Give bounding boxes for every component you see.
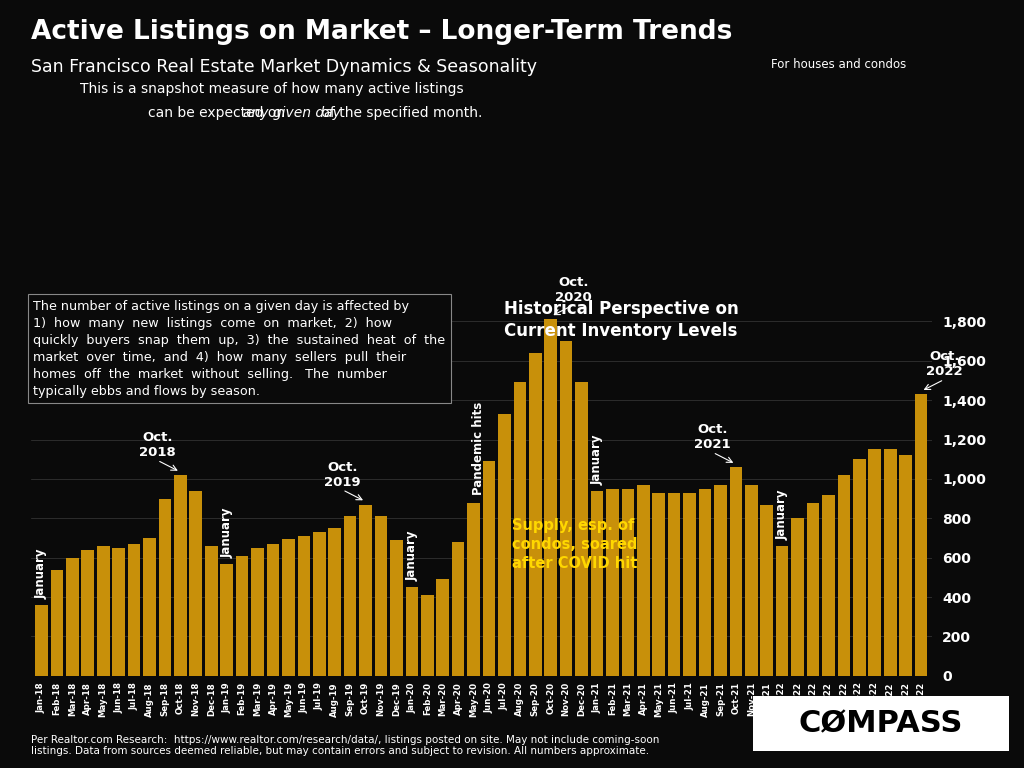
Bar: [82, 550, 94, 676]
Bar: [313, 532, 326, 676]
Text: Supply, esp. of
condos, soared
after COVID hit: Supply, esp. of condos, soared after COV…: [512, 518, 638, 571]
Bar: [205, 546, 217, 676]
Bar: [482, 462, 496, 676]
Bar: [282, 539, 295, 676]
Bar: [637, 485, 649, 676]
Bar: [792, 518, 804, 676]
Bar: [899, 455, 912, 676]
Bar: [50, 570, 63, 676]
Bar: [128, 544, 140, 676]
Bar: [344, 516, 356, 676]
Text: Oct.
2018: Oct. 2018: [139, 431, 176, 459]
Text: Pandemic hits: Pandemic hits: [472, 402, 484, 495]
Bar: [729, 467, 742, 676]
Bar: [329, 528, 341, 676]
Bar: [714, 485, 727, 676]
Bar: [513, 382, 526, 676]
Bar: [375, 516, 387, 676]
Bar: [868, 449, 881, 676]
Bar: [436, 579, 450, 676]
Bar: [498, 414, 511, 676]
Bar: [545, 319, 557, 676]
Bar: [143, 538, 156, 676]
Bar: [359, 505, 372, 676]
Bar: [251, 548, 264, 676]
Text: January: January: [35, 548, 48, 599]
Bar: [807, 502, 819, 676]
Text: Oct.
2020: Oct. 2020: [555, 276, 592, 303]
Bar: [591, 491, 603, 676]
Text: Historical Perspective on
Current Inventory Levels: Historical Perspective on Current Invent…: [504, 300, 738, 339]
Text: For houses and condos: For houses and condos: [771, 58, 906, 71]
Bar: [776, 546, 788, 676]
Text: any given day: any given day: [243, 106, 341, 120]
Text: CØMPASS: CØMPASS: [799, 709, 963, 738]
Bar: [35, 605, 48, 676]
Text: Oct.
2019: Oct. 2019: [325, 461, 360, 488]
Bar: [884, 449, 896, 676]
Bar: [406, 588, 418, 676]
Bar: [668, 493, 681, 676]
Text: The number of active listings on a given day is affected by
1)  how  many  new  : The number of active listings on a given…: [34, 300, 445, 398]
Text: Oct.
2022: Oct. 2022: [926, 350, 963, 379]
Bar: [745, 485, 758, 676]
Bar: [822, 495, 835, 676]
Bar: [298, 536, 310, 676]
Text: of the specified month.: of the specified month.: [317, 106, 482, 120]
Bar: [698, 488, 712, 676]
Bar: [560, 341, 572, 676]
Bar: [390, 540, 402, 676]
Bar: [421, 595, 433, 676]
Text: This is a snapshot measure of how many active listings: This is a snapshot measure of how many a…: [80, 82, 463, 96]
Text: January: January: [591, 435, 603, 485]
Bar: [606, 488, 618, 676]
Bar: [67, 558, 79, 676]
Bar: [467, 502, 480, 676]
Bar: [853, 459, 865, 676]
Bar: [174, 475, 186, 676]
Text: San Francisco Real Estate Market Dynamics & Seasonality: San Francisco Real Estate Market Dynamic…: [31, 58, 537, 75]
Bar: [575, 382, 588, 676]
Bar: [266, 544, 280, 676]
Text: can be expected on: can be expected on: [148, 106, 290, 120]
Bar: [838, 475, 850, 676]
Text: January: January: [406, 531, 419, 581]
Bar: [220, 564, 233, 676]
Text: Per Realtor.com Research:  https://www.realtor.com/research/data/, listings post: Per Realtor.com Research: https://www.re…: [31, 735, 659, 756]
Bar: [97, 546, 110, 676]
Bar: [452, 542, 465, 676]
Bar: [652, 493, 665, 676]
Bar: [113, 548, 125, 676]
Text: January: January: [775, 489, 788, 540]
Bar: [529, 353, 542, 676]
Bar: [683, 493, 696, 676]
Text: Oct.
2021: Oct. 2021: [694, 423, 731, 452]
Bar: [914, 394, 928, 676]
Bar: [761, 505, 773, 676]
Bar: [189, 491, 202, 676]
Bar: [236, 556, 249, 676]
Text: January: January: [220, 507, 233, 558]
Text: Active Listings on Market – Longer-Term Trends: Active Listings on Market – Longer-Term …: [31, 19, 732, 45]
Bar: [622, 488, 634, 676]
Bar: [159, 498, 171, 676]
